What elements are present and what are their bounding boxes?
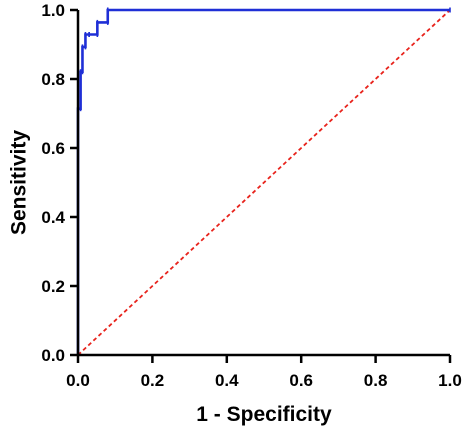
y-tick-label: 0.4 xyxy=(41,208,65,227)
y-tick-label: 0.8 xyxy=(41,70,65,89)
y-tick-label: 0.6 xyxy=(41,139,65,158)
x-tick-label: 0.0 xyxy=(66,371,90,390)
series-layer xyxy=(76,7,451,358)
roc-curve-line xyxy=(76,8,450,355)
x-axis-title: 1 - Specificity xyxy=(196,403,332,426)
reference-diagonal-line xyxy=(77,9,451,356)
x-tick-label: 0.6 xyxy=(289,371,313,390)
x-tick-label: 1.0 xyxy=(438,371,462,390)
axes-layer xyxy=(76,10,450,357)
x-tick-label: 0.2 xyxy=(141,371,165,390)
x-tick-label: 0.8 xyxy=(364,371,388,390)
y-axis-title: Sensitivity xyxy=(8,130,31,235)
y-tick-label: 1.0 xyxy=(41,1,65,20)
ticks-layer: 0.0 0.2 0.4 0.6 0.8 1.0 0.0 0.2 0.4 0.6 0.8 1.0 xyxy=(41,1,461,390)
x-tick-label: 0.4 xyxy=(215,371,239,390)
y-tick-label: 0.2 xyxy=(41,277,65,296)
y-tick-label: 0.0 xyxy=(41,346,65,365)
